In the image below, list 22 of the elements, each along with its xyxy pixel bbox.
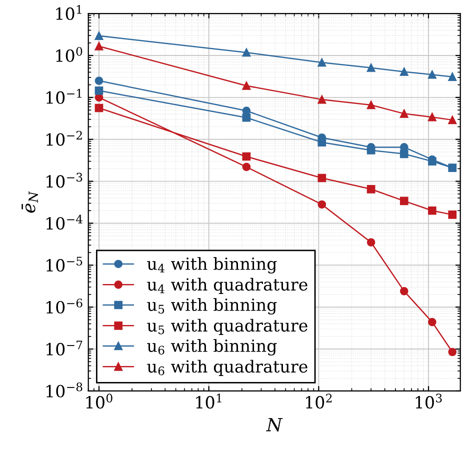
legend-label: u$_{6}$ with quadrature [147, 360, 308, 376]
y-tick-label: 10$^{−4}$ [46, 214, 82, 230]
y-axis-title: ē$_{N}$ [22, 191, 38, 213]
y-tick-label: 10$^{−3}$ [46, 172, 82, 188]
legend-label: u$_{6}$ with binning [147, 339, 277, 356]
y-tick-label: 10$^{−5}$ [46, 256, 82, 272]
x-axis-title: N [266, 418, 283, 432]
y-tick-label: 10$^{0}$ [56, 46, 82, 62]
y-tick-label: 10$^{−2}$ [46, 130, 82, 146]
legend-label: u$_{4}$ with binning [147, 257, 277, 274]
x-tick-label: 10$^{3}$ [416, 394, 442, 409]
y-tick-label: 10$^{−1}$ [46, 88, 82, 104]
y-tick-label: 10$^{1}$ [56, 5, 82, 20]
y-tick-label: 10$^{−7}$ [46, 340, 82, 356]
legend-label: u$_{4}$ with quadrature [147, 278, 308, 294]
legend-label: u$_{5}$ with binning [147, 298, 277, 315]
x-tick-label: 10$^{0}$ [86, 394, 112, 409]
x-tick-label: 10$^{1}$ [196, 394, 222, 409]
y-tick-label: 10$^{−6}$ [46, 298, 82, 314]
y-tick-label: 10$^{−8}$ [46, 382, 82, 398]
x-tick-label: 10$^{2}$ [306, 394, 332, 409]
legend-label: u$_{5}$ with quadrature [147, 318, 308, 335]
